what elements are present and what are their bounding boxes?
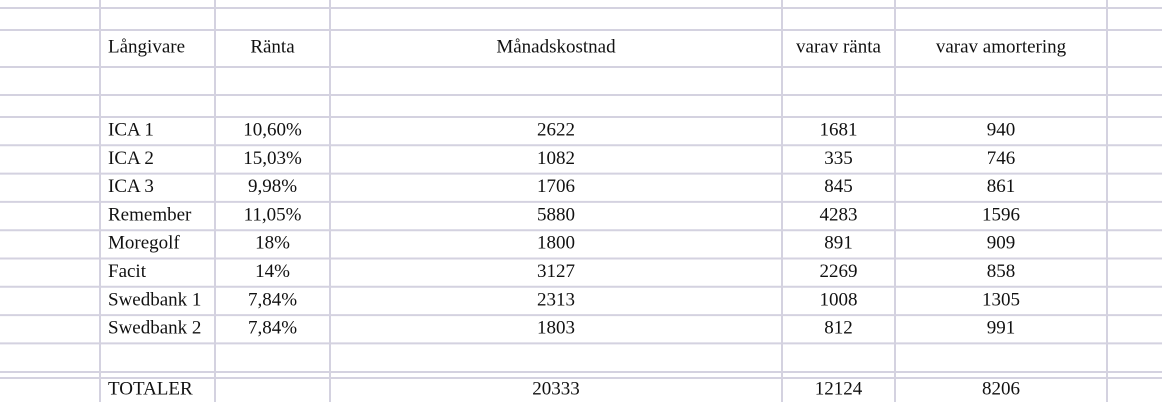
cell: 7,84% <box>248 318 297 339</box>
cell: 14% <box>255 261 290 282</box>
cell: 1706 <box>537 176 575 197</box>
cell: 3127 <box>537 261 575 282</box>
cell: 9,98% <box>248 176 297 197</box>
cell: 18% <box>255 233 290 254</box>
cell: Moregolf <box>108 233 180 254</box>
cell: 1800 <box>537 233 575 254</box>
cell: 858 <box>987 261 1016 282</box>
cell: 10,60% <box>243 120 302 141</box>
cell: Facit <box>108 261 147 282</box>
cell: 1681 <box>820 120 858 141</box>
cell: ICA 2 <box>108 148 154 169</box>
cell: 335 <box>824 148 853 169</box>
cell: Remember <box>108 204 192 225</box>
cell: 1596 <box>982 204 1020 225</box>
cell: 1082 <box>537 148 575 169</box>
cell: 2269 <box>820 261 858 282</box>
cell: Ränta <box>250 36 295 57</box>
cell: 891 <box>824 233 853 254</box>
cell: ICA 3 <box>108 176 154 197</box>
cell: Månadskostnad <box>496 36 616 57</box>
cell: 15,03% <box>243 148 302 169</box>
cell: 746 <box>987 148 1016 169</box>
cell: ICA 1 <box>108 120 154 141</box>
cell: 2313 <box>537 289 575 310</box>
cell: 4283 <box>820 204 858 225</box>
cell: 1803 <box>537 318 575 339</box>
cell: 991 <box>987 318 1016 339</box>
cell: 20333 <box>532 378 580 399</box>
cell: varav ränta <box>796 36 881 57</box>
cell: 861 <box>987 176 1016 197</box>
cell: Swedbank 1 <box>108 289 201 310</box>
cell: 909 <box>987 233 1016 254</box>
cell: 1008 <box>820 289 858 310</box>
cell: 11,05% <box>244 204 302 225</box>
cell: 2622 <box>537 120 575 141</box>
cell: varav amortering <box>936 36 1067 57</box>
cell: 1305 <box>982 289 1020 310</box>
cell: 940 <box>987 120 1016 141</box>
cell: 5880 <box>537 204 575 225</box>
cell: Långivare <box>108 36 185 57</box>
cell: Swedbank 2 <box>108 318 201 339</box>
cell: 7,84% <box>248 289 297 310</box>
cell: 812 <box>824 318 853 339</box>
cell: 12124 <box>815 378 863 399</box>
cell: 8206 <box>982 378 1020 399</box>
cell: TOTALER <box>108 378 193 399</box>
cell: 845 <box>824 176 853 197</box>
